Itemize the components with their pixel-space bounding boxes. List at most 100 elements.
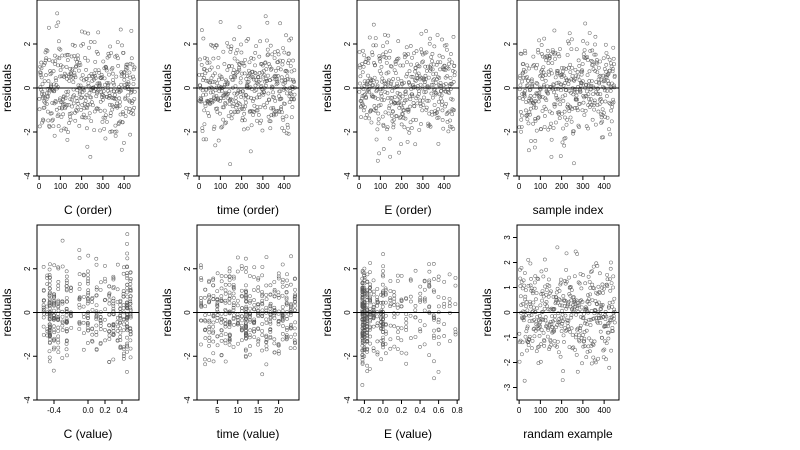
- data-point: [536, 115, 541, 120]
- data-point: [239, 264, 244, 268]
- data-point: [111, 77, 115, 82]
- data-point: [120, 110, 125, 114]
- data-point: [589, 97, 593, 101]
- data-point: [597, 74, 602, 79]
- data-point: [368, 341, 372, 346]
- data-point: [371, 22, 376, 27]
- data-point: [290, 97, 295, 102]
- data-point: [388, 323, 393, 328]
- data-point: [558, 303, 563, 308]
- data-point: [243, 97, 248, 102]
- data-point: [227, 296, 232, 301]
- data-point: [520, 340, 525, 345]
- data-point: [375, 287, 380, 291]
- data-point: [107, 284, 112, 289]
- data-point: [424, 50, 429, 55]
- data-point: [288, 308, 293, 312]
- data-point: [64, 103, 69, 107]
- data-point: [92, 40, 97, 44]
- data-point: [413, 308, 418, 313]
- data-point: [440, 99, 445, 104]
- data-point: [280, 280, 285, 285]
- data-point: [371, 305, 376, 309]
- data-point: [413, 304, 418, 308]
- x-tick-label: 0.2: [396, 406, 408, 415]
- data-point: [581, 100, 586, 105]
- data-point: [200, 126, 205, 130]
- data-point: [237, 63, 242, 67]
- data-point: [76, 101, 81, 106]
- data-points: [360, 252, 458, 387]
- data-point: [402, 125, 407, 130]
- data-point: [90, 295, 95, 300]
- data-point: [581, 79, 585, 84]
- data-point: [41, 315, 46, 320]
- x-tick-label: 100: [534, 182, 548, 191]
- data-point: [200, 88, 205, 93]
- data-point: [38, 70, 43, 75]
- data-point: [388, 346, 393, 351]
- data-point: [289, 254, 293, 259]
- data-point: [125, 315, 130, 320]
- data-point: [131, 82, 136, 86]
- data-point: [384, 71, 389, 76]
- data-point: [252, 70, 257, 75]
- data-point: [569, 47, 574, 51]
- data-point: [558, 354, 563, 359]
- data-point: [379, 338, 384, 343]
- data-point: [49, 85, 54, 89]
- data-point: [73, 118, 78, 123]
- data-point: [116, 56, 120, 61]
- data-point: [603, 42, 608, 47]
- data-point: [606, 336, 611, 341]
- data-point: [85, 126, 89, 131]
- data-point: [413, 315, 418, 320]
- data-point: [56, 266, 61, 271]
- data-point: [383, 110, 388, 115]
- data-point: [592, 358, 597, 363]
- data-point: [595, 292, 600, 296]
- data-point: [381, 264, 385, 269]
- data-point: [209, 76, 214, 80]
- data-point: [446, 90, 450, 94]
- data-point: [125, 264, 129, 269]
- data-point: [520, 352, 524, 357]
- data-point: [48, 262, 52, 267]
- data-point: [268, 119, 273, 124]
- data-point: [86, 81, 91, 85]
- data-point: [118, 314, 123, 319]
- data-point: [252, 307, 256, 312]
- data-point: [407, 130, 412, 135]
- data-point: [119, 82, 124, 87]
- data-point: [120, 120, 125, 125]
- data-point: [381, 124, 386, 128]
- data-point: [360, 70, 365, 75]
- data-point: [41, 265, 46, 269]
- data-point: [601, 56, 606, 61]
- data-point: [565, 318, 570, 322]
- data-point: [227, 300, 232, 305]
- data-point: [45, 276, 49, 280]
- data-point: [422, 95, 426, 100]
- data-point: [114, 129, 119, 134]
- data-point: [106, 81, 111, 86]
- data-point: [549, 154, 554, 159]
- data-point: [115, 101, 119, 106]
- data-point: [78, 63, 83, 67]
- data-point: [567, 275, 571, 280]
- data-point: [90, 326, 95, 331]
- data-point: [252, 335, 257, 339]
- data-point: [223, 274, 228, 279]
- data-point: [540, 77, 545, 81]
- data-point: [264, 67, 269, 72]
- data-point: [362, 341, 367, 346]
- data-point: [51, 328, 56, 332]
- data-point: [587, 279, 592, 284]
- data-point: [292, 308, 297, 313]
- data-point: [223, 317, 228, 322]
- data-point: [535, 116, 540, 121]
- data-point: [580, 361, 584, 366]
- data-point: [556, 311, 561, 316]
- data-point: [537, 344, 541, 349]
- data-point: [605, 272, 609, 277]
